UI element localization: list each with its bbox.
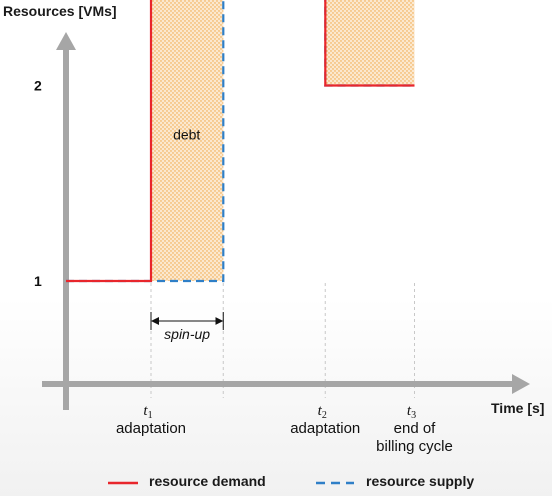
axes: Resources [VMs] Time [s] — [3, 3, 544, 416]
marker-subscript-t1: 1 — [148, 410, 153, 421]
marker-subscript-t2: 2 — [322, 410, 327, 421]
marker-caption-t3: billing cycle — [376, 438, 453, 455]
y-tick-label: 1 — [34, 273, 42, 289]
legend-demand-label: resource demand — [149, 473, 266, 489]
span-label-spin-up: spin-up — [164, 326, 210, 342]
marker-symbol-t2: t2 — [318, 403, 327, 421]
marker-symbol-t3: t3 — [407, 403, 416, 421]
debt-region-3 — [325, 0, 415, 86]
debt-regions: debtdebtdebt — [151, 0, 415, 281]
spin-up-span: spin-up — [150, 312, 224, 342]
legend-supply-label: resource supply — [366, 473, 474, 489]
y-axis-arrowhead — [56, 32, 76, 50]
debt-label-1: debt — [173, 126, 200, 142]
y-axis-title: Resources [VMs] — [3, 3, 117, 19]
marker-subscript-t3: 3 — [411, 410, 416, 421]
legend: resource demand resource supply — [108, 473, 474, 489]
y-tick-label: 2 — [34, 78, 42, 94]
x-axis-title: Time [s] — [491, 400, 544, 416]
marker-symbol-t1: t1 — [143, 403, 152, 421]
series-resource-demand — [66, 0, 415, 283]
guide-lines — [150, 283, 415, 398]
marker-caption-t1: adaptation — [116, 420, 186, 437]
marker-caption-t2: adaptation — [290, 420, 360, 437]
marker-caption-t3: end of — [394, 420, 437, 437]
y-tick-labels: 122.53 — [34, 78, 42, 290]
x-axis-arrowhead — [512, 374, 530, 394]
debt-region-1 — [151, 0, 224, 281]
series-lines — [66, 0, 415, 283]
